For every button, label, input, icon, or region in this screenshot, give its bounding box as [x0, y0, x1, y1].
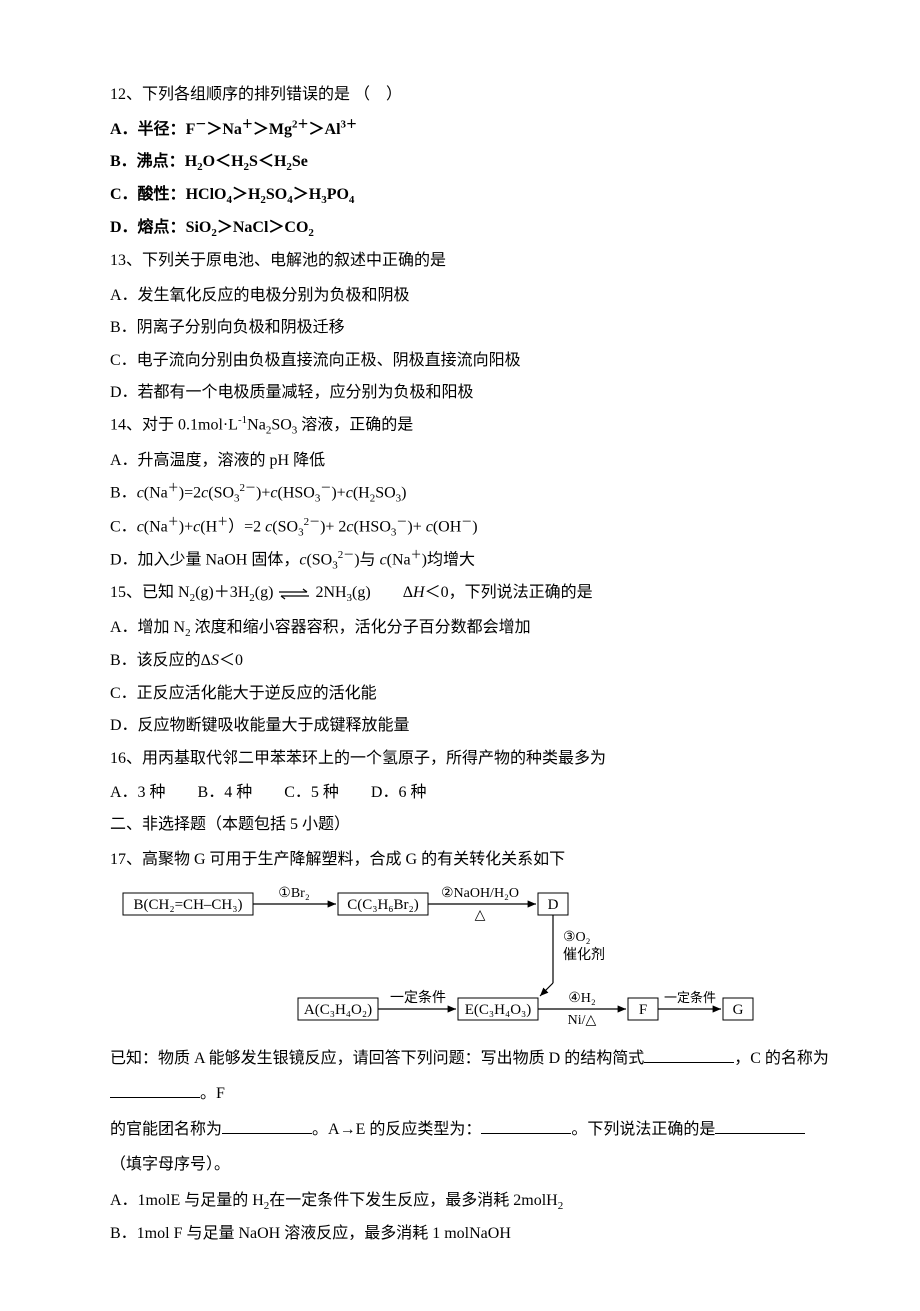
- q14-stem: 14、对于 0.1mol·L-1Na2SO3 溶液，正确的是: [110, 410, 830, 441]
- svg-text:④H₂: ④H₂: [568, 991, 596, 1006]
- svg-text:②NaOH/H₂O: ②NaOH/H₂O: [441, 886, 519, 901]
- q15-optA: A．增加 N2 浓度和缩小容器容积，活化分子百分数都会增加: [110, 613, 830, 644]
- q12-optD: D．熔点：SiO2＞NaCl＞CO2: [110, 213, 830, 244]
- svg-text:D: D: [548, 897, 559, 913]
- svg-text:Ni/△: Ni/△: [568, 1013, 597, 1028]
- q16-opts: A．3 种 B．4 种 C．5 种 D．6 种: [110, 778, 830, 808]
- q13-optD: D．若都有一个电极质量减轻，应分别为负极和阳极: [110, 378, 830, 408]
- q17-diagram: B(CH₂=CH–CH₃) C(C₃H₆Br₂) D A(C₃H₄O₂) E(C…: [118, 883, 830, 1033]
- svg-text:E(C₃H₄O₃): E(C₃H₄O₃): [465, 1002, 532, 1018]
- q13-optC: C．电子流向分别由负极直接流向正极、阴极直接流向阳极: [110, 346, 830, 376]
- q13-optB: B．阴离子分别向负极和阴极迁移: [110, 313, 830, 343]
- svg-text:一定条件: 一定条件: [390, 989, 446, 1006]
- svg-text:G: G: [733, 1002, 744, 1018]
- blank-D-structure: [644, 1046, 734, 1063]
- q17-tail: 已知：物质 A 能够发生银镜反应，请回答下列问题：写出物质 D 的结构简式，C …: [110, 1041, 830, 1182]
- q17-optA: A．1molE 与足量的 H2在一定条件下发生反应，最多消耗 2molH2: [110, 1186, 830, 1217]
- blank-AE-type: [481, 1117, 571, 1134]
- blank-correct: [715, 1117, 805, 1134]
- svg-text:①Br₂: ①Br₂: [278, 886, 310, 901]
- q12-optA: A．半径：F－＞Na＋＞Mg2＋＞Al3＋: [110, 114, 830, 145]
- q14-optB: B．c(Na＋)=2c(SO32－)+c(HSO3－)+c(H2SO3): [110, 478, 830, 509]
- equilibrium-arrow-icon: [277, 588, 311, 600]
- q14-optC: C．c(Na＋)+c(H＋）=2 c(SO32－)+ 2c(HSO3－)+ c(…: [110, 512, 830, 543]
- blank-C-name: [110, 1081, 200, 1098]
- svg-text:△: △: [475, 908, 486, 923]
- q12-optB: B．沸点：H2O＜H2S＜H2Se: [110, 147, 830, 178]
- q17-stem: 17、高聚物 G 可用于生产降解塑料，合成 G 的有关转化关系如下: [110, 845, 830, 875]
- q14-optD: D．加入少量 NaOH 固体，c(SO32－)与 c(Na＋)均增大: [110, 545, 830, 576]
- q15-stem: 15、已知 N2(g)＋3H2(g) 2NH3(g) ΔH＜0，下列说法正确的是: [110, 578, 830, 609]
- svg-text:C(C₃H₆Br₂): C(C₃H₆Br₂): [347, 897, 419, 913]
- blank-F-group: [222, 1117, 312, 1134]
- q12-stem: 12、下列各组顺序的排列错误的是 （ ）: [110, 80, 830, 110]
- q15-optB: B．该反应的ΔS＜0: [110, 646, 830, 676]
- q16-stem: 16、用丙基取代邻二甲苯苯环上的一个氢原子，所得产物的种类最多为: [110, 744, 830, 774]
- svg-text:F: F: [639, 1002, 647, 1018]
- svg-text:A(C₃H₄O₂): A(C₃H₄O₂): [304, 1002, 372, 1018]
- q12-optC: C．酸性：HClO4＞H2SO4＞H3PO4: [110, 180, 830, 211]
- q15-optD: D．反应物断键吸收能量大于成键释放能量: [110, 711, 830, 741]
- q13-optA: A．发生氧化反应的电极分别为负极和阴极: [110, 281, 830, 311]
- svg-text:一定条件: 一定条件: [664, 990, 716, 1005]
- q15-optC: C．正反应活化能大于逆反应的活化能: [110, 679, 830, 709]
- section2-title: 二、非选择题（本题包括 5 小题）: [110, 810, 830, 840]
- q17-optB: B．1mol F 与足量 NaOH 溶液反应，最多消耗 1 molNaOH: [110, 1219, 830, 1249]
- svg-text:B(CH₂=CH–CH₃): B(CH₂=CH–CH₃): [134, 897, 243, 913]
- q14-optA: A．升高温度，溶液的 pH 降低: [110, 446, 830, 476]
- svg-text:催化剂: 催化剂: [563, 947, 605, 963]
- q13-stem: 13、下列关于原电池、电解池的叙述中正确的是: [110, 246, 830, 276]
- svg-text:③O₂: ③O₂: [563, 930, 591, 945]
